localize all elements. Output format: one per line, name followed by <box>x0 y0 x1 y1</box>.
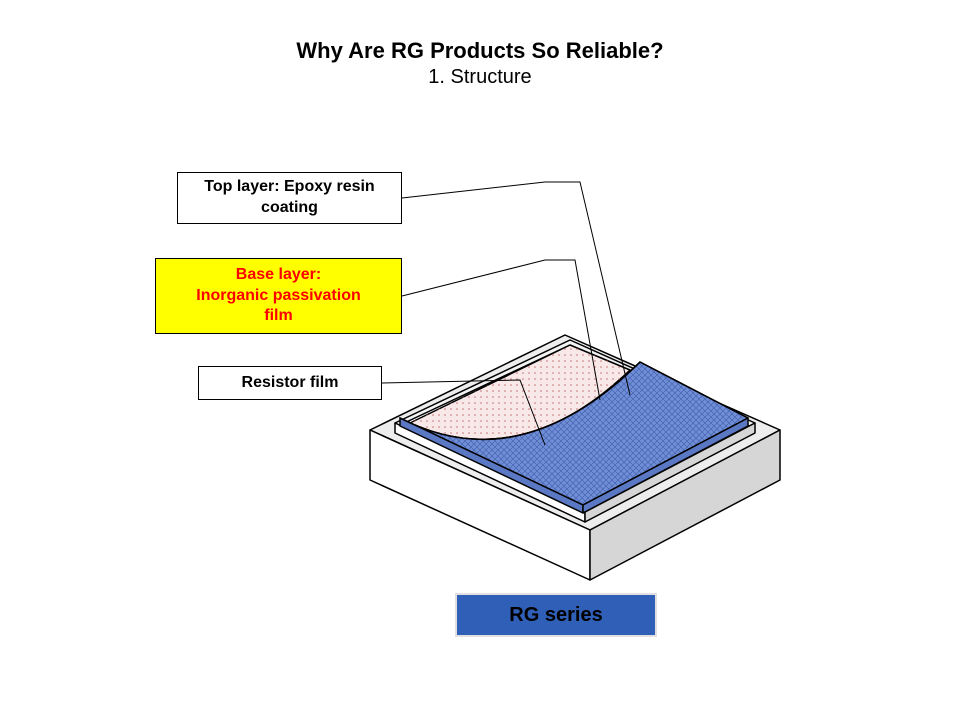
label-resistor-film: Resistor film <box>198 366 382 400</box>
series-badge-text: RG series <box>509 604 602 627</box>
series-badge: RG series <box>455 593 657 637</box>
label-base-layer: Base layer:Inorganic passivationfilm <box>155 258 402 334</box>
label-top-layer: Top layer: Epoxy resincoating <box>177 172 402 224</box>
